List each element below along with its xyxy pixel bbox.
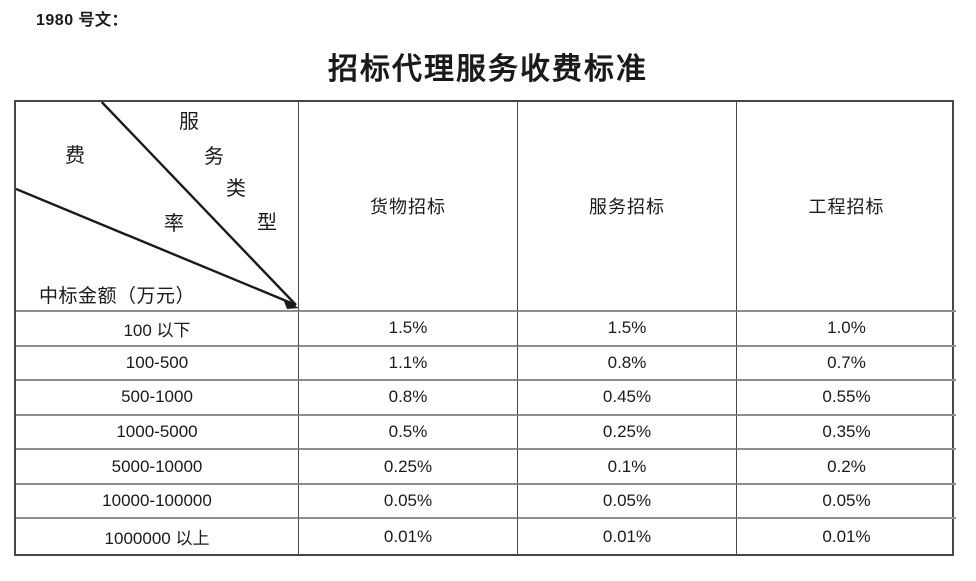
rate-cell: 0.8% <box>518 346 737 382</box>
amount-range-cell: 100 以下 <box>16 312 299 347</box>
diagonal-divider-lines <box>16 102 298 309</box>
rate-cell: 0.2% <box>737 450 956 485</box>
rate-cell: 0.45% <box>518 381 737 416</box>
rate-cell: 1.5% <box>518 312 737 347</box>
amount-range-cell: 500-1000 <box>16 381 299 416</box>
column-header-engineering: 工程招标 <box>737 102 956 312</box>
column-header-services: 服务招标 <box>518 102 737 312</box>
corner-label-service-type-char: 类 <box>226 178 246 200</box>
rate-cell: 0.25% <box>299 450 518 485</box>
rate-cell: 0.25% <box>518 415 737 451</box>
rate-cell: 1.1% <box>299 346 518 382</box>
column-header-goods: 货物招标 <box>299 102 518 312</box>
table-corner-cell: 服 务 类 型 费 率 中标金额（万元） <box>16 102 299 312</box>
corner-label-rate-char: 费 <box>65 145 85 167</box>
document-number: 1980 号文： <box>36 12 129 29</box>
corner-label-service-type-char: 服 <box>179 111 199 133</box>
arrowhead-icon <box>283 299 298 309</box>
page-title: 招标代理服务收费标准 <box>328 53 648 86</box>
amount-range-cell: 10000-100000 <box>16 484 299 520</box>
rate-cell: 0.05% <box>737 485 956 520</box>
rate-cell: 0.05% <box>518 484 737 520</box>
rate-cell: 0.7% <box>737 347 956 382</box>
rate-cell: 0.35% <box>737 416 956 451</box>
rate-cell: 0.5% <box>299 415 518 451</box>
amount-range-cell: 5000-10000 <box>16 450 299 485</box>
corner-label-service-type-char: 型 <box>257 212 277 234</box>
fee-standard-table: 服 务 类 型 费 率 中标金额（万元） 货物招标 服务招标 工程招标 100 … <box>14 100 956 556</box>
rate-cell: 0.01% <box>518 519 737 554</box>
rate-cell: 1.5% <box>299 312 518 347</box>
rate-cell: 0.8% <box>299 381 518 416</box>
rate-cell: 0.05% <box>299 484 518 520</box>
rate-cell: 0.55% <box>737 381 956 416</box>
rate-cell: 0.1% <box>518 450 737 485</box>
rate-cell: 0.01% <box>822 526 871 546</box>
corner-label-rate-char: 率 <box>164 213 184 235</box>
rate-cell: 1.0% <box>737 312 956 347</box>
amount-range-cell: 100-500 <box>16 346 299 382</box>
rate-cell: 0.01% <box>299 519 518 554</box>
amount-range-cell: 1000000 以上 <box>16 519 299 554</box>
corner-label-service-type-char: 务 <box>204 146 224 168</box>
amount-range-cell: 1000-5000 <box>16 415 299 451</box>
corner-label-amount: 中标金额（万元） <box>39 286 196 307</box>
